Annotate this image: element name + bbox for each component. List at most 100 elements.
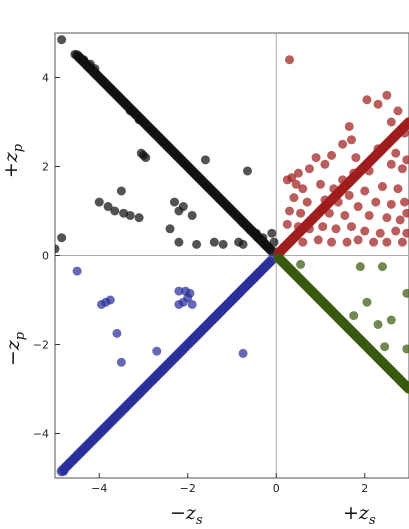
- scatter-point: [174, 237, 184, 247]
- scatter-point: [267, 228, 277, 238]
- scatter-point: [377, 262, 387, 272]
- scatter-point: [373, 319, 383, 329]
- y-tick-label: 4: [42, 72, 49, 85]
- scatter-point: [302, 197, 312, 207]
- scatter-point: [318, 222, 328, 232]
- scatter-point: [187, 210, 197, 220]
- scatter-point: [209, 237, 219, 247]
- scatter-point: [349, 168, 359, 178]
- x-tick-label: 2: [361, 482, 368, 495]
- scatter-point: [371, 197, 381, 207]
- scatter-point: [362, 95, 372, 105]
- y-label-negative-sub: p: [13, 331, 29, 341]
- scatter-point: [298, 237, 308, 247]
- scatter-point: [346, 222, 356, 232]
- scatter-point: [327, 237, 337, 247]
- scatter-point: [386, 315, 396, 325]
- scatter-point: [125, 210, 135, 220]
- scatter-point: [377, 182, 387, 192]
- scatter-point: [393, 184, 403, 194]
- y-label-negative-var: z: [2, 340, 25, 351]
- scatter-point: [380, 342, 390, 352]
- scatter-point: [57, 233, 67, 243]
- y-label-positive-sub: p: [11, 143, 27, 153]
- x-axis-label-positive: +zs: [343, 502, 376, 528]
- x-label-negative-sign: −: [170, 502, 186, 524]
- scatter-point: [397, 237, 407, 247]
- scatter-point: [402, 288, 409, 298]
- diagonal-point: [404, 384, 409, 394]
- scatter-point: [382, 237, 392, 247]
- scatter-point: [344, 190, 354, 200]
- scatter-point: [355, 262, 365, 272]
- scatter-point: [375, 228, 385, 238]
- scatter-point: [349, 311, 359, 321]
- scatter-point: [293, 168, 303, 178]
- scatter-point: [364, 210, 374, 220]
- scatter-point: [169, 197, 179, 207]
- scatter-point: [327, 150, 337, 160]
- scatter-point: [386, 159, 396, 169]
- scatter-point: [364, 166, 374, 176]
- scatter-point: [134, 115, 144, 125]
- scatter-point: [96, 299, 106, 309]
- scatter-point: [311, 210, 321, 220]
- scatter-point: [174, 206, 184, 216]
- scatter-point: [338, 175, 348, 185]
- scatter-point: [293, 222, 303, 232]
- scatter-point: [152, 346, 162, 356]
- scatter-point: [285, 55, 295, 65]
- scatter-point: [55, 244, 60, 254]
- scatter-point: [296, 259, 306, 269]
- data-marks: [55, 35, 409, 477]
- scatter-point: [79, 55, 89, 65]
- x-tick-label: −4: [91, 482, 107, 495]
- scatter-point: [59, 466, 69, 476]
- series-upper-left: [55, 35, 279, 257]
- scatter-point: [400, 128, 409, 138]
- scatter-point: [291, 179, 301, 189]
- ticks: −4 −2 0 2 −4 −2 0 2 4: [33, 72, 368, 496]
- scatter-point: [316, 179, 325, 189]
- scatter-point: [369, 237, 379, 247]
- x-tick-label: 0: [273, 482, 280, 495]
- scatter-point: [258, 233, 268, 243]
- scatter-point: [289, 193, 299, 203]
- scatter-point: [282, 175, 292, 185]
- scatter-point: [125, 106, 135, 116]
- y-tick-label: 0: [42, 250, 49, 263]
- y-label-positive-var: z: [0, 152, 23, 163]
- scatter-point: [340, 210, 350, 220]
- scatter-point: [238, 348, 248, 358]
- scatter-point: [116, 186, 126, 196]
- scatter-point: [382, 213, 392, 223]
- scatter-point: [338, 139, 348, 149]
- scatter-point: [362, 297, 372, 307]
- scatter-point: [393, 106, 403, 116]
- scatter-point: [134, 213, 144, 223]
- y-label-positive-sign: +: [0, 162, 23, 179]
- scatter-point: [287, 235, 297, 245]
- scatter-point: [90, 64, 100, 74]
- scatter-point: [313, 235, 323, 245]
- scatter-point: [353, 202, 363, 212]
- scatter-point: [386, 117, 396, 127]
- scatter-point: [192, 239, 202, 249]
- scatter-point: [360, 226, 370, 236]
- x-label-negative-var: z: [185, 502, 196, 524]
- scatter-point: [285, 206, 295, 216]
- scatter-point: [395, 215, 405, 225]
- scatter-point: [360, 186, 370, 196]
- scatter-point: [103, 202, 113, 212]
- x-label-negative-sub: s: [195, 513, 203, 528]
- scatter-point: [386, 199, 396, 209]
- x-axis-label-negative: −zs: [170, 502, 203, 528]
- scatter-point: [269, 237, 279, 247]
- scatter-point: [373, 144, 383, 154]
- scatter-point: [402, 155, 409, 165]
- scatter-point: [304, 164, 314, 174]
- scatter-point: [242, 166, 252, 176]
- scatter-point: [304, 224, 314, 234]
- scatter-point: [333, 197, 343, 207]
- scatter-point: [400, 197, 409, 207]
